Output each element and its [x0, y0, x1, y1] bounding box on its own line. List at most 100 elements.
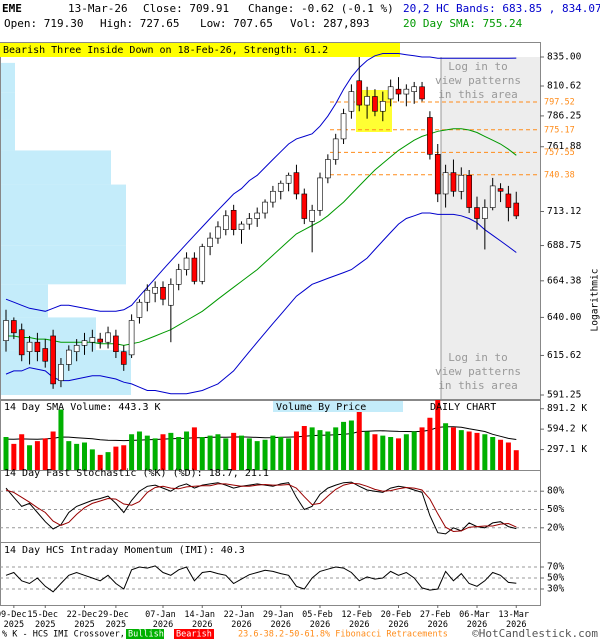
- candle-body: [372, 96, 378, 112]
- y-tick-label: 891.2 K: [547, 403, 587, 414]
- x-tick-label: 29-Jan 2026: [263, 610, 299, 630]
- volume-bar: [129, 434, 135, 470]
- y-tick-label: 80%: [547, 486, 564, 497]
- x-tick-label: 29-Dec 2025: [98, 610, 134, 630]
- candle-body: [128, 320, 135, 356]
- candle-body: [152, 286, 158, 294]
- x-tick-label: 05-Feb 2026: [302, 610, 338, 630]
- login-line: Log in to: [448, 351, 508, 364]
- candle-body: [364, 96, 370, 106]
- volume-by-price-bar: [1, 350, 131, 395]
- volume-by-price-bar: [1, 184, 126, 246]
- candle-body: [34, 341, 41, 352]
- volume-bar: [419, 427, 425, 470]
- volume-bar: [74, 443, 80, 470]
- candle-body: [81, 340, 88, 346]
- x-tick-label: 15-Dec 2025: [27, 610, 63, 630]
- candle-body: [387, 86, 394, 100]
- candle-body: [215, 226, 221, 239]
- y-tick-label: 30%: [547, 584, 564, 595]
- volume-bar: [278, 437, 284, 470]
- y-tick-label: 786.25: [547, 110, 581, 121]
- volume-bar: [450, 427, 456, 470]
- candle-body: [419, 86, 425, 100]
- volume-bar: [121, 445, 127, 470]
- candle-body: [50, 335, 56, 385]
- candle-body: [497, 188, 504, 192]
- login-note[interactable]: Log in to view patterns in this area: [435, 60, 521, 101]
- close: Close: 709.91: [143, 2, 229, 15]
- candle-body: [356, 80, 363, 106]
- volume-bar: [223, 438, 229, 470]
- y-tick-label: 297.1 K: [547, 444, 587, 455]
- candle-body: [427, 117, 433, 155]
- volume-bar: [58, 409, 64, 470]
- volume-bar: [184, 431, 190, 470]
- vbp-title: Volume By Price: [276, 402, 366, 413]
- candle-body: [66, 349, 72, 365]
- candle-body: [411, 86, 418, 92]
- volume-bar: [309, 427, 315, 470]
- candle-body: [199, 246, 206, 282]
- candle-body: [442, 172, 449, 195]
- volume-bar: [113, 446, 119, 470]
- x-tick-label: 12-Feb 2026: [341, 610, 377, 630]
- y-tick-label: 591.25: [547, 390, 581, 401]
- y-tick-label: 594.2 K: [547, 424, 587, 435]
- volume-bar: [105, 452, 111, 470]
- login-line: view patterns: [435, 365, 521, 378]
- candle-body: [458, 174, 465, 192]
- y-tick-label: 761.88: [547, 141, 582, 152]
- open: Open: 719.30: [4, 17, 83, 30]
- candle-body: [230, 209, 237, 230]
- volume-bar: [317, 430, 323, 470]
- high: High: 727.65: [100, 17, 179, 30]
- volume-bar: [458, 430, 464, 470]
- candle-body: [113, 335, 119, 352]
- x-tick-label: 22-Jan 2026: [224, 610, 260, 630]
- volume-by-price-bar: [1, 245, 126, 285]
- candle-body: [18, 329, 25, 356]
- candle-body: [3, 320, 9, 341]
- volume-bar: [286, 438, 292, 470]
- candle-body: [105, 332, 111, 343]
- fib-label: 775.17: [544, 125, 575, 135]
- candle-body: [262, 201, 268, 214]
- candle-body: [11, 320, 17, 334]
- candle-body: [309, 209, 315, 222]
- candle-body: [301, 193, 308, 219]
- volume-bar: [325, 431, 331, 470]
- low: Low: 707.65: [200, 17, 273, 30]
- candle-body: [175, 269, 182, 285]
- candle-body: [73, 345, 80, 352]
- y-tick-label: 50%: [547, 504, 564, 515]
- volume-bar: [356, 408, 362, 470]
- candle-body: [403, 88, 410, 95]
- volume-bar: [396, 438, 401, 470]
- candle-body: [505, 193, 512, 208]
- volume-bar: [66, 441, 72, 470]
- symbol: EME: [2, 2, 22, 15]
- panel-title: 14 Day Fast Stochastic (%K) (%D): 18.7, …: [4, 468, 269, 479]
- candle-body: [434, 154, 441, 195]
- volume-bar: [215, 434, 221, 470]
- candle-body: [340, 113, 347, 140]
- candle-body: [379, 101, 386, 112]
- x-tick-label: 20-Feb 2026: [381, 610, 417, 630]
- candle-body: [254, 212, 260, 219]
- pattern-banner: [0, 43, 400, 57]
- volume-bar: [82, 442, 87, 470]
- volume-bar: [403, 434, 409, 470]
- volume-bar: [513, 450, 519, 470]
- candle-body: [395, 88, 402, 95]
- y-axis-label: Logarithmic: [590, 269, 600, 332]
- volume-bar: [348, 420, 354, 470]
- candle-body: [207, 237, 213, 247]
- candle-body: [474, 207, 480, 219]
- candle-body: [489, 185, 496, 208]
- login-note[interactable]: Log in to view patterns in this area: [435, 351, 521, 392]
- candle-body: [58, 364, 64, 381]
- y-tick-label: 835.00: [547, 52, 582, 63]
- bands: 20,2 HC Bands: 683.85 , 834.07: [403, 2, 600, 15]
